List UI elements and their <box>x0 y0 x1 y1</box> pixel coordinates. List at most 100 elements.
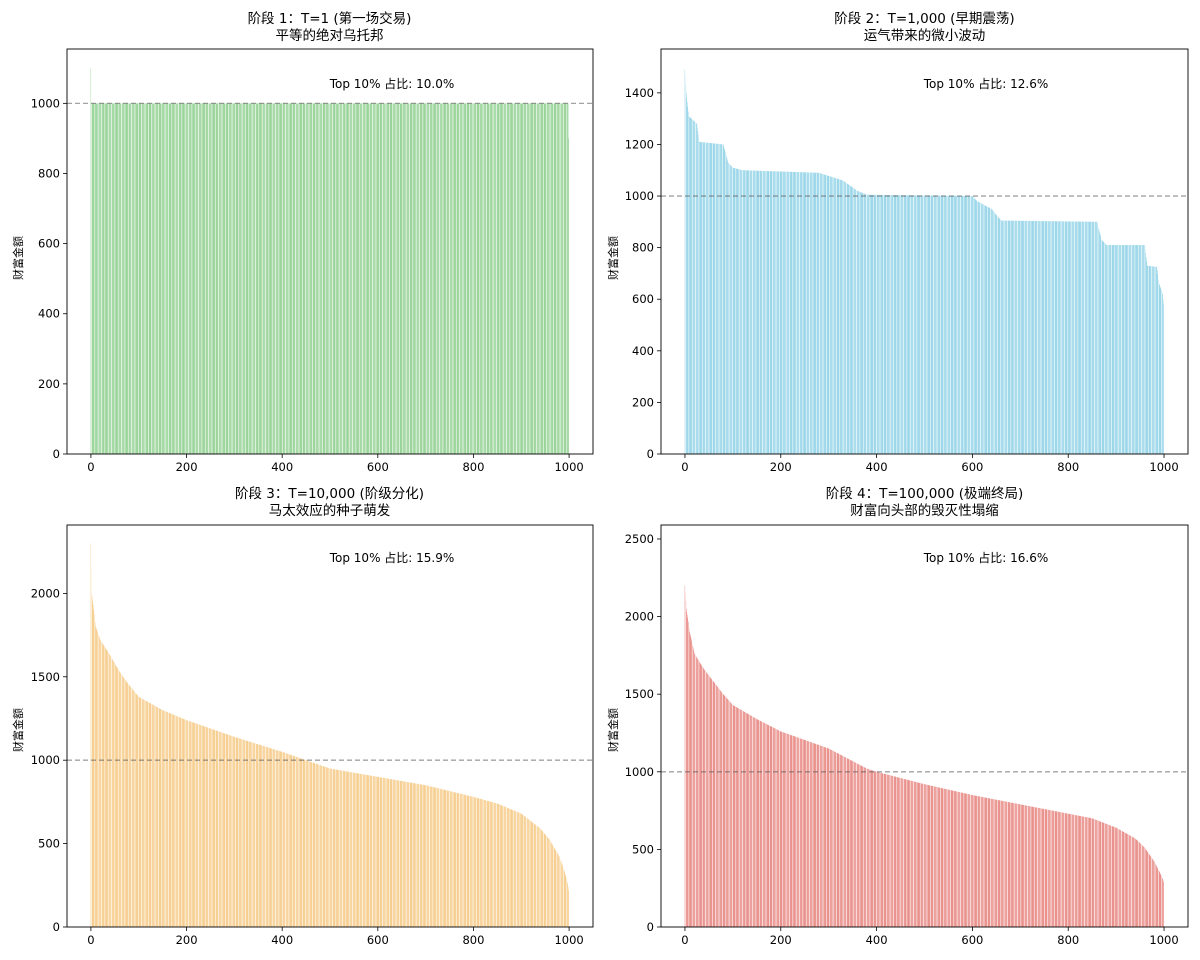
bar-gap <box>1030 220 1032 454</box>
bar-gap <box>852 187 854 454</box>
bar-gap <box>342 770 343 927</box>
bar-gap <box>685 69 686 454</box>
bar-gap <box>482 799 484 927</box>
x-tick-label: 0 <box>87 933 94 947</box>
bar-gap <box>1020 804 1022 927</box>
bar-gap <box>218 103 219 454</box>
bar-gap <box>318 764 320 927</box>
bar-gap <box>111 656 112 927</box>
bar-gap <box>893 776 894 927</box>
bar-gap <box>97 632 99 927</box>
bar-gap <box>117 668 119 927</box>
bar-gap <box>943 788 945 927</box>
bar-gap <box>201 725 203 927</box>
bar-gap <box>852 761 854 927</box>
x-tick-label: 800 <box>1057 933 1079 947</box>
bar-gap <box>1067 221 1069 454</box>
bar-gap <box>1013 803 1015 927</box>
bar-gap <box>389 103 390 454</box>
bar-gap <box>158 103 159 454</box>
bar-gap <box>211 728 213 927</box>
bar-gap <box>214 103 216 454</box>
bar-gap <box>455 792 457 927</box>
bar-gap <box>429 786 430 927</box>
panel-title-line2: 财富向头部的毁灭性塌缩 <box>850 502 999 519</box>
bar-gap <box>308 103 310 454</box>
bar-gap <box>826 747 827 927</box>
bar-gap <box>889 195 891 454</box>
bar-gap <box>482 103 484 454</box>
bar-gap <box>705 142 706 455</box>
bar-gap <box>312 103 313 454</box>
bar-gap <box>963 195 965 454</box>
bar-gap <box>492 103 494 454</box>
y-tick-label: 2000 <box>31 586 60 600</box>
x-tick-label: 600 <box>367 933 389 947</box>
bar-gap <box>715 143 717 454</box>
bar-gap <box>1074 221 1075 454</box>
bar-gap <box>983 797 985 927</box>
bar-gap <box>893 195 894 454</box>
bar-gap <box>358 773 360 927</box>
bar-gap <box>144 103 146 454</box>
bar-gap <box>940 195 941 454</box>
bar-gap <box>1151 856 1152 927</box>
bar-gap <box>718 143 720 454</box>
panel-title-line1: 阶段 4：T=100,000 (极端终局) <box>826 486 1024 502</box>
bar-gap <box>168 712 169 927</box>
bar-gap <box>919 195 921 454</box>
y-tick-label: 600 <box>632 292 654 306</box>
bar-gap <box>950 195 951 454</box>
y-tick-label: 1000 <box>31 96 60 110</box>
bar-gap <box>516 103 517 454</box>
bar-gap <box>997 799 998 927</box>
bar-gap <box>1077 221 1079 454</box>
bar-gap <box>1094 221 1095 454</box>
bar-gap <box>462 103 464 454</box>
bar-gap <box>332 768 333 927</box>
bar-gap <box>352 772 353 927</box>
bar-gap <box>291 755 293 927</box>
bar-gap <box>512 103 514 454</box>
bar-gap <box>688 111 690 455</box>
bar-gap <box>553 845 554 927</box>
bar-gap <box>546 103 548 454</box>
bar-gap <box>691 640 693 927</box>
bar-gap <box>1030 806 1032 927</box>
bar-gap <box>970 794 971 927</box>
bar-gap <box>442 103 444 454</box>
bar-gap <box>378 777 380 927</box>
bar-gap <box>1080 221 1082 454</box>
bar-gap <box>701 665 703 927</box>
bar-gap <box>208 103 209 454</box>
bar-gap <box>856 189 857 454</box>
bar-gap <box>111 103 112 454</box>
bar-gap <box>328 103 330 454</box>
bar-gap <box>127 103 129 454</box>
bar-gap <box>335 103 337 454</box>
bar-gap <box>94 613 96 927</box>
bar-gap <box>1127 834 1129 927</box>
y-tick-label: 600 <box>38 237 60 251</box>
bar-gap <box>1131 836 1132 927</box>
bar-gap <box>1050 221 1052 454</box>
bar-gap <box>856 762 857 927</box>
bar-gap <box>715 683 717 927</box>
bar-gap <box>462 794 464 927</box>
bar-gap <box>1043 808 1045 927</box>
bar-gap <box>355 772 357 927</box>
bar-gap <box>542 103 544 454</box>
bar-gap <box>862 193 864 454</box>
bar-gap <box>842 180 844 454</box>
bar-gap <box>522 814 524 927</box>
bar-gap <box>529 103 531 454</box>
bar-gap <box>362 774 363 927</box>
bar-gap <box>439 788 440 927</box>
bar-gap <box>960 792 961 927</box>
bar-gap <box>986 206 988 454</box>
bar-gap <box>191 721 193 927</box>
bar-gap <box>489 103 491 454</box>
bar-gap <box>335 769 337 927</box>
bar-gap <box>1154 861 1156 927</box>
bar-gap <box>399 103 400 454</box>
